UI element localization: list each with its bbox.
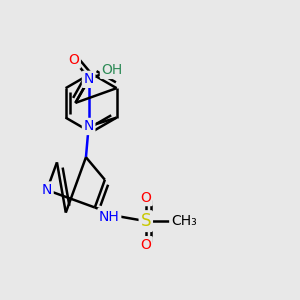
- Text: CH₃: CH₃: [171, 214, 196, 228]
- Text: O: O: [68, 53, 79, 67]
- Text: O: O: [140, 190, 151, 205]
- Text: N: N: [83, 72, 94, 86]
- Text: OH: OH: [101, 63, 123, 77]
- Text: NH: NH: [99, 209, 120, 224]
- Text: O: O: [140, 238, 151, 252]
- Text: S: S: [140, 212, 151, 230]
- Text: N: N: [83, 119, 94, 134]
- Text: N: N: [42, 183, 52, 197]
